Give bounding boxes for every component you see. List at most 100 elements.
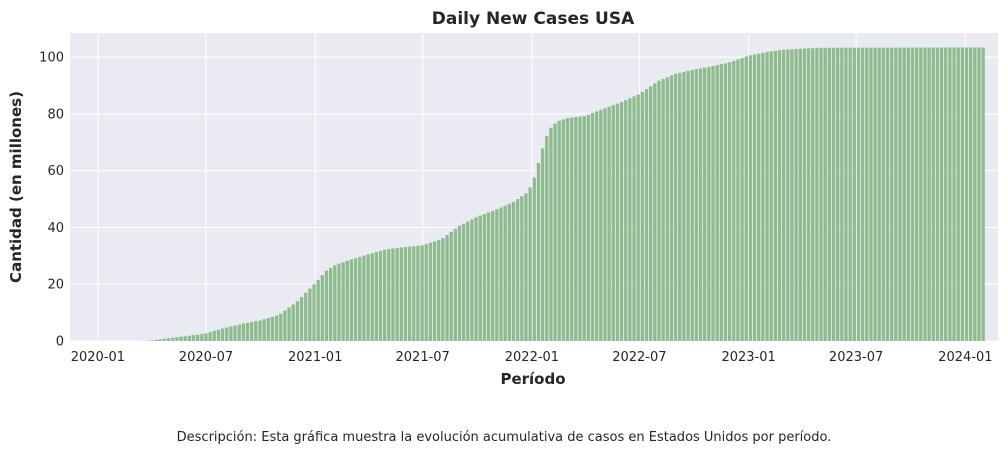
bar	[503, 205, 507, 341]
bar	[358, 256, 362, 341]
bar	[673, 73, 678, 341]
bar	[328, 267, 333, 341]
bar	[520, 196, 524, 341]
bar	[719, 64, 723, 341]
bar	[195, 334, 200, 341]
bar	[611, 105, 615, 341]
bar	[266, 318, 270, 341]
bar	[923, 47, 927, 341]
bar	[291, 304, 295, 341]
bar	[628, 98, 632, 342]
bar	[790, 49, 794, 342]
bar	[765, 52, 769, 342]
bar	[919, 47, 923, 342]
bar	[545, 135, 549, 341]
bar	[944, 47, 948, 341]
bar	[711, 66, 715, 341]
bar	[657, 80, 661, 341]
bar	[565, 118, 570, 341]
bar	[607, 106, 611, 341]
bar	[528, 187, 532, 341]
bar	[412, 246, 416, 341]
bar	[782, 49, 786, 341]
bar	[881, 47, 886, 342]
bar	[250, 321, 254, 341]
bar	[798, 48, 802, 341]
bar	[279, 313, 283, 341]
bar	[283, 310, 287, 341]
bar	[898, 47, 902, 342]
bar	[819, 47, 823, 341]
bar	[773, 50, 778, 341]
bar	[806, 48, 811, 342]
bar	[370, 253, 374, 341]
bar	[848, 47, 852, 342]
bar	[187, 335, 191, 341]
bar	[840, 47, 844, 341]
bar	[499, 207, 503, 341]
bar	[437, 240, 441, 341]
chart-title: Daily New Cases USA	[432, 9, 635, 29]
bar	[229, 326, 233, 341]
bar	[366, 254, 370, 341]
bar	[669, 75, 674, 341]
bar	[860, 47, 865, 341]
y-tick-label: 100	[39, 51, 64, 66]
bar	[166, 338, 171, 341]
bar	[640, 91, 645, 341]
bar	[615, 103, 620, 342]
bar	[333, 265, 337, 341]
bar	[802, 48, 807, 341]
bar	[337, 263, 341, 341]
x-tick-label: 2023-01	[721, 350, 775, 365]
chart: 0 20 40 60 80 100 2020-01 2020-07 2021-01 2021-0…	[7, 9, 998, 388]
bar	[511, 201, 516, 341]
bar	[732, 60, 736, 341]
bar	[299, 296, 304, 341]
bar	[715, 65, 719, 342]
bar	[865, 47, 869, 342]
bar	[287, 307, 291, 341]
bar	[150, 340, 154, 341]
bar	[320, 275, 324, 341]
bar	[636, 94, 640, 341]
bar	[387, 249, 391, 341]
bar	[416, 245, 420, 341]
y-tick-label: 0	[56, 335, 64, 350]
y-tick-labels: 0 20 40 60 80 100	[39, 51, 64, 350]
bar	[304, 292, 308, 341]
bar	[470, 219, 474, 341]
bar	[175, 337, 179, 341]
bar	[254, 321, 258, 341]
bar	[391, 248, 395, 341]
bar	[399, 247, 403, 341]
bar	[540, 148, 545, 341]
bar	[644, 89, 649, 341]
bar	[956, 47, 960, 342]
bar	[374, 252, 379, 341]
bar	[744, 56, 748, 342]
bar	[353, 258, 358, 341]
bar	[831, 47, 836, 342]
bar	[856, 47, 861, 341]
bar	[553, 123, 557, 341]
bar	[578, 116, 582, 341]
bar	[836, 47, 840, 341]
bar	[894, 47, 898, 341]
bar	[619, 101, 624, 341]
bar	[158, 339, 162, 341]
bar	[769, 51, 773, 341]
bar	[582, 116, 586, 341]
bar	[420, 245, 424, 341]
bar	[723, 63, 728, 342]
bar	[491, 210, 495, 341]
bar	[952, 47, 956, 341]
bar	[977, 47, 981, 341]
bar	[561, 119, 566, 341]
bar	[274, 315, 279, 341]
bar	[761, 52, 765, 341]
bar	[811, 48, 815, 341]
bar	[906, 47, 910, 342]
bar	[478, 215, 482, 341]
y-tick-label: 60	[47, 164, 64, 179]
